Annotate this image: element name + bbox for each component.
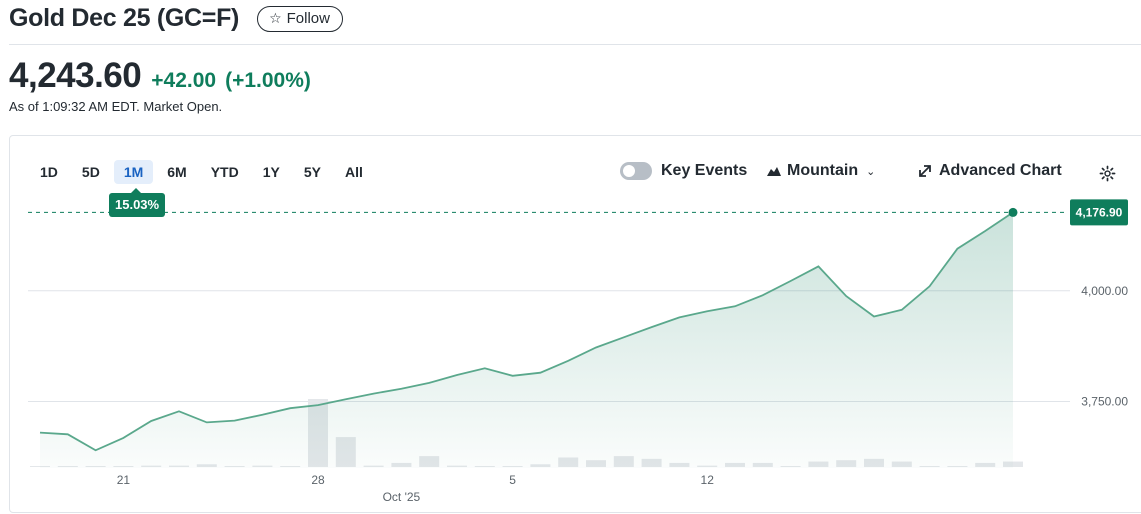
x-tick-label: 12 <box>701 473 715 487</box>
area-fill <box>40 212 1013 468</box>
last-price-dot[interactable] <box>1008 207 1018 217</box>
range-tab-1y[interactable]: 1Y <box>262 164 280 180</box>
header: Gold Dec 25 (GC=F) ☆ Follow <box>9 4 343 33</box>
expand-arrow-icon <box>919 165 931 177</box>
chart-type-select[interactable]: Mountain ⌄ <box>767 162 875 180</box>
range-tab-all[interactable]: All <box>344 164 363 180</box>
advanced-chart-label: Advanced Chart <box>939 162 1062 179</box>
range-tab-5d[interactable]: 5D <box>81 164 100 180</box>
follow-label: Follow <box>286 10 330 27</box>
x-tick-label: 5 <box>509 473 516 487</box>
x-tick-label: 21 <box>117 473 131 487</box>
quote-row: 4,243.60 +42.00 (+1.00%) <box>9 56 311 96</box>
x-tick-label: 28 <box>311 473 325 487</box>
header-divider <box>9 44 1141 45</box>
price-change: +42.00 <box>151 69 217 92</box>
chart-card <box>9 135 1141 513</box>
last-price-tag <box>1070 199 1128 226</box>
last-price-label: 4,176.90 <box>1076 205 1123 219</box>
follow-button[interactable]: ☆ Follow <box>257 5 343 32</box>
price-line[interactable] <box>39 211 1014 452</box>
page-title: Gold Dec 25 (GC=F) <box>9 4 240 32</box>
range-tab-5y[interactable]: 5Y <box>303 164 321 180</box>
y-tick-label: 3,750.00 <box>1081 395 1128 409</box>
price-value: 4,243.60 <box>9 56 142 95</box>
star-icon: ☆ <box>269 10 282 26</box>
y-tick-label: 4,000.00 <box>1081 284 1128 298</box>
toggle-knob <box>623 165 635 177</box>
range-tab-ytd[interactable]: YTD <box>210 164 239 180</box>
key-events-label: Key Events <box>661 162 748 179</box>
price-change-percent: (+1.00%) <box>225 69 311 92</box>
range-tabs: 1D 5D 1M 6M YTD 1Y 5Y All <box>30 160 377 184</box>
advanced-chart-button[interactable]: Advanced Chart <box>918 162 1062 180</box>
toggle-switch[interactable] <box>620 162 652 180</box>
key-events-toggle[interactable]: Key Events <box>620 162 747 180</box>
chart-type-label: Mountain <box>787 162 859 179</box>
gear-icon[interactable] <box>1099 165 1116 182</box>
range-tab-1m[interactable]: 1M <box>113 160 154 184</box>
chevron-down-icon: ⌄ <box>866 165 876 178</box>
as-of-timestamp: As of 1:09:32 AM EDT. Market Open. <box>9 99 223 114</box>
mountain-icon <box>767 167 781 176</box>
range-change-badge: 15.03% <box>109 188 166 217</box>
range-tab-1d[interactable]: 1D <box>40 164 58 180</box>
x-month-label: Oct '25 <box>383 490 421 504</box>
range-tab-6m[interactable]: 6M <box>167 164 187 180</box>
